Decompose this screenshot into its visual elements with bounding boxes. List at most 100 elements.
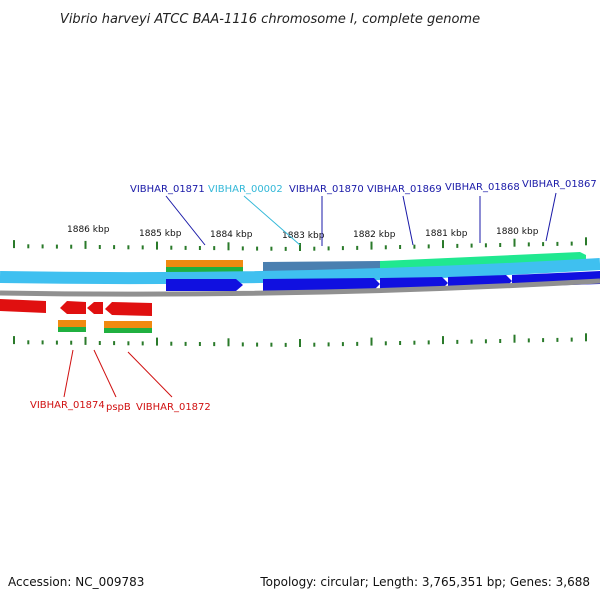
cds-arrow-reverse-left[interactable] [0, 299, 46, 313]
minor-tick [70, 244, 73, 249]
major-tick [513, 334, 516, 343]
cds-arrow-vibhar-01870[interactable] [263, 278, 380, 291]
gene-bar-green[interactable] [58, 327, 86, 332]
gene-bar-orange[interactable] [104, 321, 152, 328]
minor-tick [55, 244, 58, 249]
gene-label-vibhar-01870[interactable]: VIBHAR_01870 [289, 184, 364, 195]
major-tick [84, 336, 87, 345]
minor-tick [170, 341, 173, 346]
minor-tick [484, 243, 487, 248]
feature-bars-reverse [58, 320, 152, 333]
minor-tick [270, 342, 273, 347]
major-tick [156, 241, 158, 250]
gene-label-vibhar-01869[interactable]: VIBHAR_01869 [367, 184, 442, 195]
cds-arrow-vibhar-01872[interactable] [105, 302, 152, 316]
bottom-tick-row [13, 333, 587, 347]
gene-bar-orange[interactable] [58, 320, 86, 327]
minor-tick [141, 341, 144, 346]
leader-line [243, 195, 301, 246]
minor-tick [141, 245, 144, 250]
minor-tick [127, 245, 130, 250]
minor-tick [399, 245, 402, 249]
minor-tick [327, 246, 330, 251]
minor-tick [184, 245, 187, 250]
minor-tick [256, 246, 259, 251]
minor-tick [542, 242, 545, 247]
major-tick [13, 240, 15, 249]
gene-bar-green[interactable] [104, 328, 152, 333]
major-tick [442, 240, 444, 249]
minor-tick [542, 338, 545, 343]
major-tick [585, 237, 587, 246]
minor-tick [527, 242, 530, 247]
minor-tick [127, 341, 130, 346]
major-tick [299, 243, 301, 251]
kbp-label: 1881 kbp [425, 229, 468, 239]
minor-tick [98, 245, 101, 249]
minor-tick [241, 342, 244, 347]
gene-label-vibhar-01874[interactable]: VIBHAR_01874 [30, 400, 105, 411]
major-tick [227, 338, 230, 347]
reverse-cds-arrows [0, 299, 152, 316]
gene-bar-orange[interactable] [166, 260, 243, 267]
minor-tick [198, 342, 201, 346]
major-tick [370, 241, 373, 250]
leader-line [165, 195, 206, 246]
minor-tick [284, 342, 287, 347]
leader-line [402, 195, 414, 246]
major-tick [13, 336, 15, 345]
major-tick [84, 240, 87, 249]
minor-tick [456, 339, 459, 344]
leader-line [93, 349, 117, 398]
gene-label-vibhar-01868[interactable]: VIBHAR_01868 [445, 182, 520, 193]
minor-tick [399, 341, 402, 345]
forward-gene-labels: VIBHAR_01871 VIBHAR_00002 VIBHAR_01870 V… [130, 179, 597, 195]
kbp-label: 1882 kbp [353, 230, 396, 240]
kbp-labels: 1886 kbp 1885 kbp 1884 kbp 1883 kbp 1882… [67, 225, 539, 241]
minor-tick [27, 244, 30, 249]
minor-tick [427, 244, 430, 249]
minor-tick [413, 244, 416, 249]
minor-tick [98, 341, 101, 345]
minor-tick [499, 339, 502, 343]
reverse-gene-labels: VIBHAR_01874 pspB VIBHAR_01872 [30, 400, 211, 413]
minor-tick [456, 243, 459, 248]
minor-tick [384, 245, 387, 250]
minor-tick [341, 342, 344, 347]
cds-arrow-vibhar-01874[interactable] [60, 301, 86, 314]
gene-label-vibhar-00002[interactable]: VIBHAR_00002 [208, 184, 283, 195]
minor-tick [213, 246, 216, 251]
minor-tick [499, 243, 502, 247]
minor-tick [470, 339, 473, 344]
cds-arrow-vibhar-01871[interactable] [166, 279, 243, 291]
gene-label-vibhar-01872[interactable]: VIBHAR_01872 [136, 402, 211, 413]
minor-tick [413, 340, 416, 345]
major-tick [370, 337, 373, 346]
minor-tick [327, 342, 330, 347]
major-tick [442, 336, 444, 345]
minor-tick [184, 341, 187, 346]
minor-tick [270, 246, 273, 251]
minor-tick [241, 246, 244, 251]
minor-tick [384, 341, 387, 346]
major-tick [513, 238, 516, 247]
minor-tick [356, 341, 359, 346]
forward-backbone [0, 258, 600, 285]
gene-label-vibhar-01867[interactable]: VIBHAR_01867 [522, 179, 597, 190]
map-title: Vibrio harveyi ATCC BAA-1116 chromosome … [60, 12, 480, 27]
minor-tick [198, 246, 201, 250]
minor-tick [341, 246, 344, 251]
accession-text: Accession: NC_009783 [8, 575, 144, 589]
minor-tick [313, 246, 316, 251]
gene-bar-green[interactable] [166, 267, 243, 272]
leader-line [545, 192, 557, 242]
minor-tick [527, 338, 530, 343]
reverse-backbone [0, 278, 600, 297]
minor-tick [313, 342, 316, 347]
gene-label-vibhar-01871[interactable]: VIBHAR_01871 [130, 184, 205, 195]
minor-tick [484, 339, 487, 344]
cds-arrow-pspb[interactable] [87, 302, 103, 314]
minor-tick [41, 244, 44, 249]
gene-label-pspb[interactable]: pspB [106, 402, 131, 413]
